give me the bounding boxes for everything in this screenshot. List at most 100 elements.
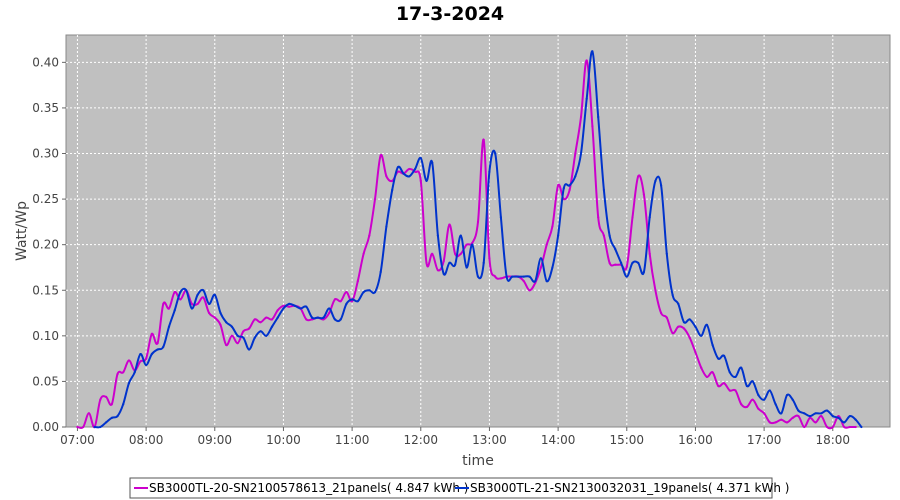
series-1-point — [202, 296, 205, 299]
series-1-point — [734, 389, 737, 392]
series-2-point — [694, 325, 697, 328]
series-2-point — [225, 321, 228, 324]
x-tick-label: 18:00 — [815, 433, 850, 447]
series-2-point — [860, 425, 863, 429]
grid-lines — [66, 35, 890, 427]
series-1-point — [282, 304, 285, 307]
legend-energy-label: ( 4.847 kWh ) — [387, 481, 469, 495]
series-1-point — [614, 263, 617, 266]
series-1-point — [333, 298, 336, 301]
series-1-point — [122, 371, 125, 374]
series-1-point — [528, 289, 531, 292]
series-1-point — [591, 125, 594, 128]
series-1-point — [717, 384, 720, 388]
x-tick-label: 10:00 — [266, 433, 301, 447]
series-2-point — [642, 270, 646, 274]
y-tick-label: 0.05 — [32, 374, 59, 388]
series-1-point — [242, 330, 245, 333]
series-1-point — [305, 318, 308, 321]
series-1-point — [568, 188, 571, 192]
x-tick-label: 09:00 — [197, 433, 232, 447]
series-2-point — [419, 157, 422, 160]
series-2-point — [110, 416, 113, 419]
series-2-point — [156, 348, 159, 351]
series-2-point — [711, 343, 714, 347]
series-1-point — [803, 425, 806, 429]
series-2-point — [185, 289, 188, 292]
series-1-point — [522, 280, 525, 283]
series-2-point — [774, 403, 777, 406]
series-2-point — [471, 243, 474, 246]
series-1-point — [431, 252, 434, 255]
series-2-point — [162, 345, 165, 348]
series-1-point — [545, 243, 548, 246]
legend-series-name: SB3000TL-21-SN2130032031_19panels — [470, 481, 708, 495]
series-1-point — [276, 309, 279, 312]
series-1-point — [253, 318, 256, 321]
series-1-point — [225, 343, 228, 347]
series-2-point — [333, 318, 336, 321]
series-1-point — [665, 316, 668, 319]
series-2-point — [133, 371, 136, 374]
series-2-point — [734, 375, 737, 378]
series-2-point — [293, 304, 296, 307]
series-1-point — [814, 421, 817, 424]
series-1-point — [379, 154, 382, 157]
series-1-point — [602, 234, 606, 237]
series-1-point — [539, 266, 543, 269]
plot-area — [65, 34, 891, 428]
x-tick-label: 14:00 — [541, 433, 576, 447]
series-1-point — [87, 412, 90, 415]
series-2-point — [150, 353, 153, 356]
series-1-point — [345, 291, 348, 294]
series-1-point — [76, 425, 79, 429]
series-2-point — [808, 415, 812, 418]
series-2-point — [768, 389, 771, 392]
series-1-point — [436, 269, 439, 272]
series-2-point — [322, 316, 325, 319]
series-2-point — [557, 234, 560, 237]
series-2-point — [242, 336, 245, 339]
series-2-point — [780, 412, 783, 415]
series-1-point — [356, 280, 359, 283]
series-1-point — [213, 316, 216, 319]
series-1-point — [190, 302, 193, 305]
series-2-point — [431, 161, 434, 164]
series-2-point — [625, 275, 628, 278]
series-2-point — [579, 152, 583, 155]
series-1-point — [82, 425, 85, 429]
series-1-point — [826, 425, 829, 429]
series-1-point — [831, 425, 834, 429]
series-1-point — [351, 300, 354, 303]
y-tick-label: 0.20 — [32, 238, 59, 252]
series-1-point — [820, 415, 823, 418]
series-1-point — [328, 311, 331, 315]
series-1-point — [677, 325, 680, 328]
series-2-point — [797, 409, 800, 412]
series-1-point — [110, 403, 113, 406]
series-1-point — [391, 179, 394, 182]
series-2-point — [299, 307, 302, 310]
series-2-point — [105, 421, 108, 424]
series-2-point — [688, 318, 691, 321]
series-1-point — [574, 152, 577, 155]
series-1-point — [99, 398, 102, 401]
series-2-point — [356, 300, 359, 303]
series-1-point — [843, 425, 846, 429]
series-1 — [76, 59, 857, 430]
series-2-line — [94, 50, 863, 429]
series-1-point — [248, 327, 251, 330]
series-1-point — [648, 252, 651, 255]
series-2-point — [562, 187, 565, 190]
x-tick-label: 12:00 — [403, 433, 438, 447]
series-2-point — [637, 261, 640, 264]
series-2-point — [671, 293, 674, 296]
series-1-point — [660, 311, 663, 315]
series-1-point — [139, 360, 142, 363]
series-2-point — [785, 394, 789, 397]
y-tick-label: 0.30 — [32, 147, 59, 161]
series-2-point — [145, 363, 148, 367]
series-2-point — [459, 234, 462, 237]
legend-entry-label: SB3000TL-20-SN2100578613_21panels( 4.847… — [149, 481, 468, 495]
series-1-point — [288, 305, 291, 308]
